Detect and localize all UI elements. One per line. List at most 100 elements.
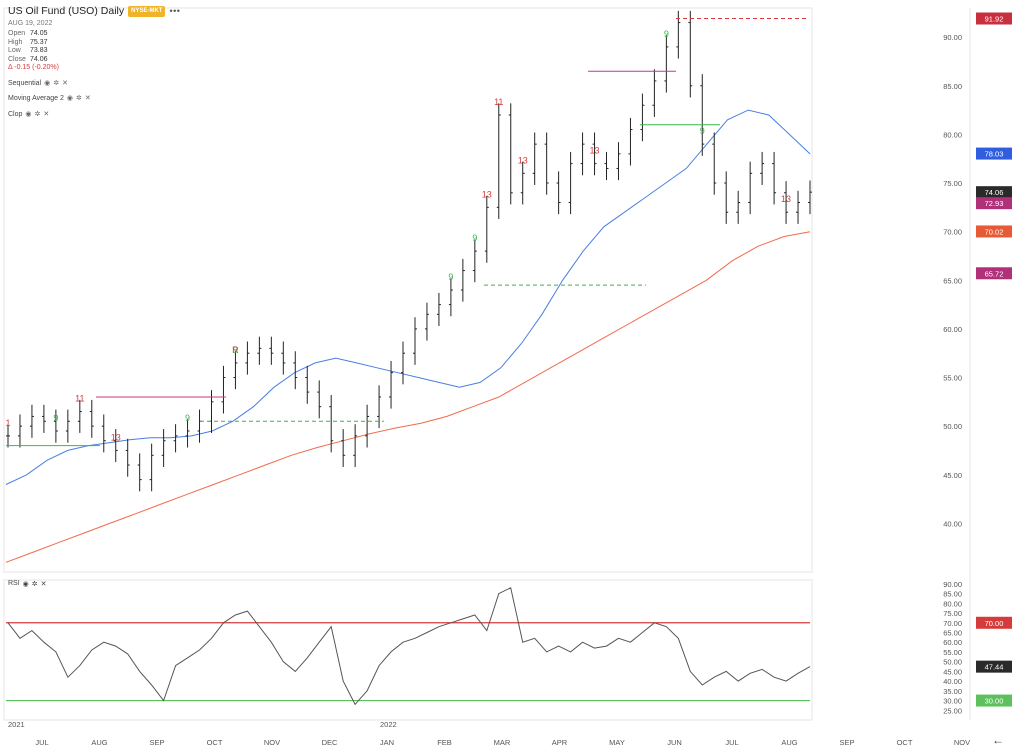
- price-axis-tick: 55.00: [943, 374, 962, 383]
- price-tag-label: 70.02: [985, 227, 1004, 236]
- month-label: NOV: [954, 738, 970, 747]
- ma-fast-line: [5, 109, 811, 485]
- close-icon[interactable]: ✕: [84, 95, 91, 102]
- month-label: NOV: [264, 738, 280, 747]
- rsi-axis-tick: 80.00: [943, 599, 962, 608]
- price-tag: [976, 267, 1012, 280]
- price-axis-tick: 90.00: [943, 33, 962, 42]
- sequential-label: 9: [448, 272, 453, 282]
- sequential-label: R: [232, 345, 239, 355]
- month-label: JUN: [667, 738, 682, 747]
- sequential-label: 1: [5, 418, 10, 428]
- price-axis-tick: 40.00: [943, 519, 962, 528]
- study-moving-average[interactable]: Moving Average 2 ◉ ✲ ✕: [8, 95, 91, 102]
- price-tag-label: 91.92: [985, 15, 1004, 24]
- rsi-axis-tick: 55.00: [943, 648, 962, 657]
- month-label: AUG: [781, 738, 797, 747]
- price-tag: [976, 12, 1012, 25]
- price-axis-tick: 80.00: [943, 130, 962, 139]
- rsi-axis-tick: 35.00: [943, 687, 962, 696]
- month-label: OCT: [207, 738, 223, 747]
- rsi-pane-frame: [3, 579, 813, 721]
- price-tag: [976, 197, 1012, 210]
- month-label: MAY: [609, 738, 625, 747]
- rsi-axis-tick: 65.00: [943, 629, 962, 638]
- ohlc-low: Low 73.83: [8, 47, 48, 54]
- sequential-label: 9: [472, 233, 477, 243]
- gear-icon[interactable]: ✲: [53, 79, 60, 87]
- price-axis-tick: 60.00: [943, 325, 962, 334]
- year-label: 2022: [380, 720, 397, 729]
- price-tag-label: 65.72: [985, 269, 1004, 278]
- month-label: DEC: [322, 738, 338, 747]
- month-label: SEP: [149, 738, 164, 747]
- price-axis-tick: 65.00: [943, 276, 962, 285]
- sequential-label: 13: [781, 194, 791, 204]
- month-label: MAR: [494, 738, 511, 747]
- sequential-label: 9: [700, 126, 705, 136]
- month-label: JAN: [380, 738, 394, 747]
- ohlc-high: High 75.37: [8, 38, 48, 46]
- eye-icon[interactable]: ◉: [44, 79, 51, 87]
- sequential-label: 9: [53, 413, 58, 423]
- month-label: JUL: [725, 738, 738, 747]
- price-pane-frame: [3, 7, 813, 573]
- month-label: JUL: [35, 738, 48, 747]
- rsi-axis-tick: 85.00: [943, 590, 962, 599]
- close-icon[interactable]: ✕: [40, 581, 47, 588]
- rsi-level-tag-label: 70.00: [985, 619, 1004, 628]
- price-tag: [976, 225, 1012, 238]
- price-axis-tick: 85.00: [943, 82, 962, 91]
- rsi-axis-tick: 90.00: [943, 580, 962, 589]
- exchange-badge: NYSE-MKT: [128, 6, 166, 17]
- rsi-axis-tick: 30.00: [943, 697, 962, 706]
- rsi-axis-tick: 45.00: [943, 667, 962, 676]
- study-clop[interactable]: Clop ◉ ✲ ✕: [8, 110, 50, 118]
- month-label: OCT: [897, 738, 913, 747]
- sequential-label: 9: [233, 345, 238, 355]
- rsi-level-tag: [976, 694, 1012, 707]
- sequential-label: 13: [518, 155, 528, 165]
- chart-legend: US Oil Fund (USO) Daily NYSE-MKT ••• AUG…: [8, 6, 180, 119]
- price-axis-tick: 70.00: [943, 228, 962, 237]
- month-label: FEB: [437, 738, 452, 747]
- sequential-label: 11: [494, 97, 503, 107]
- eye-icon[interactable]: ◉: [22, 581, 29, 588]
- close-icon[interactable]: ✕: [43, 110, 50, 118]
- month-label: SEP: [839, 738, 854, 747]
- price-tag: [976, 147, 1012, 160]
- scroll-back-arrow-icon[interactable]: ←: [992, 733, 1004, 747]
- rsi-axis-tick: 25.00: [943, 706, 962, 715]
- sequential-label: 9: [185, 413, 190, 423]
- rsi-axis-tick: 50.00: [943, 658, 962, 667]
- price-tag: [976, 186, 1012, 199]
- price-axis-tick: 50.00: [943, 422, 962, 431]
- rsi-axis-tick: 60.00: [943, 638, 962, 647]
- sequential-label: 9: [664, 29, 669, 39]
- price-axis-tick: 75.00: [943, 179, 962, 188]
- rsi-level-tag: [976, 616, 1012, 629]
- price-tag-label: 74.06: [985, 188, 1004, 197]
- gear-icon[interactable]: ✲: [76, 95, 82, 102]
- rsi-current-tag-label: 47.44: [985, 663, 1004, 672]
- rsi-axis-tick: 70.00: [943, 619, 962, 628]
- ohlc-open: Open 74.05: [8, 30, 48, 37]
- chart-title: US Oil Fund (USO) Daily: [8, 5, 125, 17]
- more-dots-icon[interactable]: •••: [169, 6, 181, 16]
- close-icon[interactable]: ✕: [62, 79, 68, 87]
- ohlc-close: Close 74.06: [8, 55, 48, 63]
- ma-slow-line: [5, 231, 811, 563]
- sequential-label: 13: [590, 146, 600, 156]
- rsi-current-tag: [976, 660, 1012, 673]
- gear-icon[interactable]: ✲: [34, 110, 41, 118]
- gear-icon[interactable]: ✲: [31, 581, 38, 588]
- rsi-axis-tick: 40.00: [943, 677, 962, 686]
- price-axis-tick: 45.00: [943, 471, 962, 480]
- price-change: Δ -0.15 (-0.20%): [8, 64, 59, 71]
- eye-icon[interactable]: ◉: [66, 95, 74, 102]
- eye-icon[interactable]: ◉: [25, 110, 32, 118]
- study-sequential[interactable]: Sequential ◉ ✲ ✕: [8, 79, 68, 87]
- rsi-line: [7, 587, 811, 706]
- price-tag-label: 72.93: [985, 199, 1004, 208]
